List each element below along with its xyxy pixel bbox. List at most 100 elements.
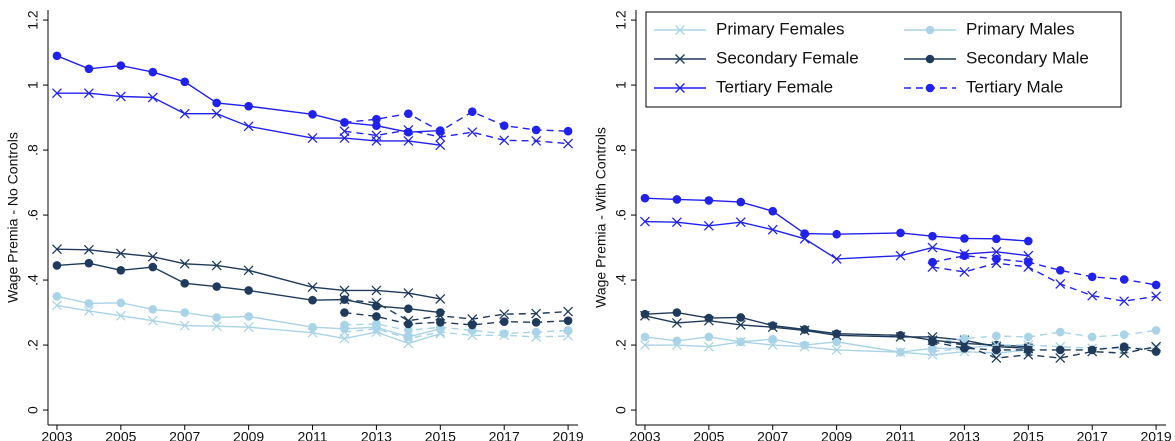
x-tick-label: 2011 — [885, 429, 915, 441]
marker — [1023, 262, 1034, 273]
marker — [832, 229, 841, 239]
marker — [959, 266, 970, 277]
marker — [927, 242, 938, 253]
marker — [115, 248, 126, 259]
y-tick-label: .6 — [613, 209, 629, 221]
marker — [896, 347, 905, 357]
y-tick-label: .2 — [613, 339, 629, 351]
series — [51, 244, 446, 304]
series-line — [932, 329, 1157, 343]
marker — [499, 317, 509, 326]
marker — [960, 344, 969, 353]
y-tick-label: 1 — [25, 81, 41, 89]
marker — [84, 299, 94, 308]
marker — [1055, 353, 1066, 364]
marker — [563, 316, 573, 325]
series-line — [56, 248, 441, 300]
marker — [403, 288, 414, 299]
marker — [531, 318, 541, 327]
series-line — [644, 197, 1029, 242]
series-line — [344, 328, 569, 340]
marker — [308, 295, 317, 305]
marker — [244, 101, 253, 111]
marker — [179, 320, 190, 331]
marker — [180, 77, 190, 87]
marker — [339, 285, 350, 296]
marker — [307, 282, 318, 293]
marker — [371, 130, 382, 141]
marker — [404, 332, 413, 342]
y-tick-label: 0 — [25, 406, 41, 414]
y-tick-label: .4 — [613, 274, 629, 286]
y-tick-label: .2 — [25, 339, 41, 351]
marker — [531, 125, 541, 135]
legend-label: Primary Males — [966, 19, 1075, 38]
legend-label: Secondary Female — [716, 48, 859, 67]
series — [339, 124, 574, 149]
marker — [435, 140, 446, 151]
x-tick-label: 2005 — [105, 429, 136, 441]
y-tick-label: .4 — [25, 274, 41, 286]
marker — [404, 304, 413, 313]
x-tick-label: 2013 — [361, 429, 392, 441]
marker — [1055, 327, 1065, 337]
marker — [339, 126, 350, 137]
marker — [467, 320, 477, 330]
marker — [960, 251, 969, 260]
marker — [435, 310, 446, 321]
marker — [404, 109, 413, 118]
series-line — [644, 220, 1029, 260]
series-line — [344, 298, 569, 322]
marker — [992, 234, 1001, 244]
marker — [1119, 348, 1130, 359]
marker — [672, 195, 682, 204]
marker — [704, 313, 714, 323]
marker — [927, 346, 938, 357]
marker — [895, 250, 906, 261]
marker — [307, 133, 318, 144]
series-line — [644, 341, 1029, 356]
x-tick-label: 2019 — [1141, 429, 1172, 441]
series-line — [932, 339, 1157, 359]
marker — [147, 315, 158, 326]
marker — [991, 258, 1002, 269]
marker — [243, 121, 254, 132]
marker — [403, 136, 414, 146]
marker — [372, 301, 381, 311]
marker — [83, 88, 94, 99]
series — [640, 193, 1033, 246]
marker — [116, 61, 126, 70]
y-tick-label: 1.2 — [25, 10, 41, 30]
marker — [84, 64, 94, 74]
series-line — [56, 304, 441, 345]
marker — [671, 317, 682, 328]
marker — [896, 228, 905, 238]
marker — [991, 246, 1002, 257]
marker — [563, 306, 574, 317]
marker — [1151, 347, 1161, 356]
marker — [83, 244, 94, 255]
marker — [115, 310, 126, 321]
x-tick-label: 2005 — [693, 429, 724, 441]
marker — [925, 54, 935, 64]
marker — [672, 308, 682, 317]
marker — [563, 126, 573, 136]
marker — [800, 340, 809, 350]
marker — [436, 318, 445, 327]
marker — [531, 308, 542, 319]
series-line — [644, 315, 1029, 350]
marker — [212, 313, 221, 322]
marker — [212, 98, 221, 108]
marker — [768, 206, 778, 216]
x-tick-label: 2019 — [553, 429, 584, 441]
marker — [1087, 290, 1098, 301]
marker — [499, 135, 510, 146]
marker — [84, 258, 94, 268]
marker — [1023, 250, 1034, 261]
marker — [499, 329, 509, 338]
y-tick-label: .6 — [25, 209, 41, 221]
marker — [1055, 266, 1065, 275]
marker — [639, 216, 650, 227]
marker — [404, 319, 413, 329]
legend-label: Tertiary Male — [966, 77, 1063, 96]
